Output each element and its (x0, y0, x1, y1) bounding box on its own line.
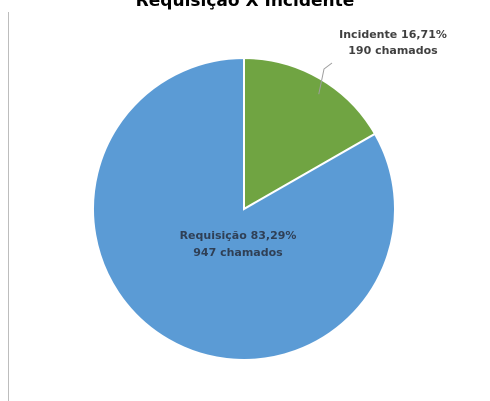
requisicao-label-percent: Requisição 83,29% (180, 229, 297, 242)
chart-title-strip: Requisição X Incidente (0, 0, 490, 12)
chart-title: Requisição X Incidente (135, 0, 355, 11)
incidente-leader-line (318, 62, 333, 95)
pie-slice-incidente (243, 56, 377, 211)
incidente-label-percent: Incidente 16,71% (339, 28, 447, 41)
pie-slice-requisi-o (92, 56, 396, 361)
incidente-label-count: 190 chamados (348, 44, 438, 57)
requisicao-label-count: 947 chamados (193, 246, 283, 259)
chart-area (8, 12, 490, 401)
